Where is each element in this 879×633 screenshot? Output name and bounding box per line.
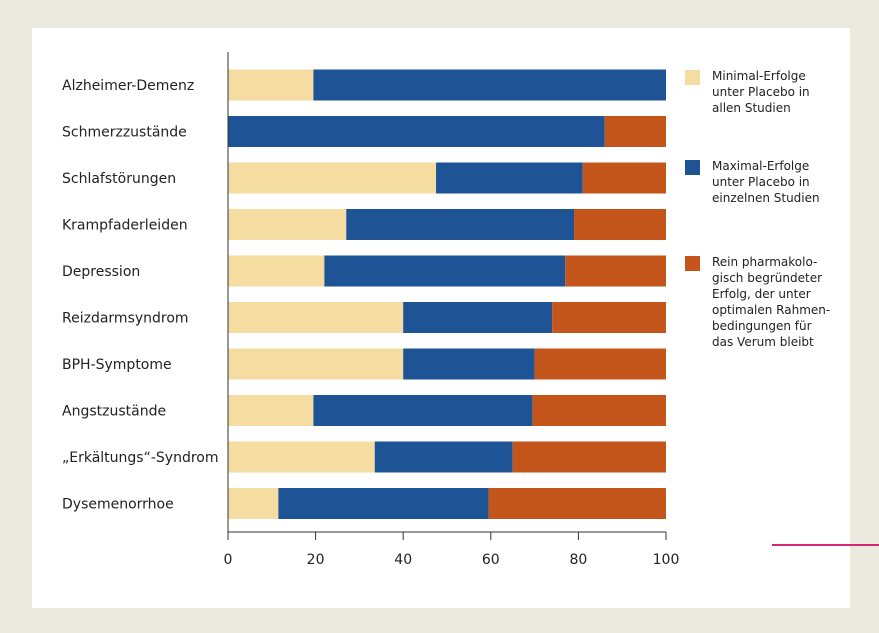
bar-segment-1-row-3 (228, 162, 437, 194)
bar-segment-3-row-9 (512, 441, 666, 473)
x-tick-label: 40 (394, 552, 412, 568)
bar-segment-1-row-7 (228, 348, 404, 380)
x-tick-label: 60 (482, 552, 500, 568)
legend-swatch-2 (685, 160, 700, 175)
bar-segment-1-row-4 (228, 209, 347, 240)
legend-text-line: Minimal-Erfolge (712, 69, 806, 83)
bar-segment-3-row-7 (534, 348, 666, 380)
bar-segment-2-row-6 (403, 302, 553, 333)
legend-text-line: Rein pharmakolo- (712, 255, 817, 269)
bar-segment-1-row-5 (228, 255, 325, 287)
bars-group (228, 69, 666, 519)
category-label: BPH-Symptome (62, 357, 172, 373)
legend-swatch-1 (685, 70, 700, 85)
bar-segment-3-row-8 (532, 395, 666, 426)
bar-segment-2-row-5 (324, 255, 566, 287)
legend-swatch-3 (685, 256, 700, 271)
bar-segment-3-row-5 (565, 255, 666, 287)
bar-segment-1-row-10 (228, 488, 279, 519)
bar-segment-2-row-3 (436, 162, 583, 194)
category-labels: Alzheimer-Demenz Schmerzzustände Schlafstö… (62, 78, 219, 513)
bar-segment-2-row-7 (403, 348, 535, 380)
category-label: Reizdarmsyndrom (62, 311, 189, 327)
bar-segment-2-row-10 (278, 488, 489, 519)
bar-segment-1-row-9 (228, 441, 375, 473)
x-tick-label: 100 (653, 552, 680, 568)
category-label: Depression (62, 264, 140, 280)
legend: Minimal-Erfolge unter Placebo in allen Stu… (685, 69, 830, 349)
x-tick-label: 20 (307, 552, 325, 568)
legend-text-line: gisch begründeter (712, 271, 822, 285)
category-label: „Erkältungs“-Syndrom (62, 450, 219, 466)
bar-segment-1-row-1 (228, 69, 314, 101)
x-tick-label: 0 (224, 552, 233, 568)
bar-segment-3-row-4 (574, 209, 666, 240)
bar-segment-2-row-4 (346, 209, 575, 240)
bar-segment-3-row-6 (552, 302, 666, 333)
x-tick-label: 80 (569, 552, 587, 568)
legend-text-line: optimalen Rahmen- (712, 303, 830, 317)
legend-text-line: allen Studien (712, 101, 791, 115)
bar-segment-3-row-2 (604, 116, 666, 147)
legend-text-line: unter Placebo in (712, 175, 810, 189)
legend-text-line: unter Placebo in (712, 85, 810, 99)
bar-segment-2-row-2 (228, 116, 605, 147)
bar-segment-3-row-3 (582, 162, 666, 194)
category-label: Schlafstörungen (62, 171, 176, 187)
legend-text-line: das Verum bleibt (712, 335, 814, 349)
bar-segment-2-row-8 (313, 395, 533, 426)
bar-segment-1-row-8 (228, 395, 314, 426)
category-label: Krampfaderleiden (62, 218, 188, 234)
category-label: Angstzustände (62, 404, 166, 420)
legend-text-line: Maximal-Erfolge (712, 159, 809, 173)
bar-segment-2-row-1 (313, 69, 666, 101)
legend-text-line: Erfolg, der unter (712, 287, 811, 301)
bar-segment-2-row-9 (374, 441, 513, 473)
category-label: Dysemenorrhoe (62, 497, 174, 513)
bar-segment-3-row-10 (488, 488, 666, 519)
legend-text-line: bedingungen für (712, 319, 812, 333)
category-label: Alzheimer-Demenz (62, 78, 194, 94)
bar-segment-1-row-6 (228, 302, 404, 333)
x-axis: 0 20 40 60 80 100 (224, 52, 680, 568)
legend-text-line: einzelnen Studien (712, 191, 820, 205)
category-label: Schmerzzustände (62, 125, 187, 141)
